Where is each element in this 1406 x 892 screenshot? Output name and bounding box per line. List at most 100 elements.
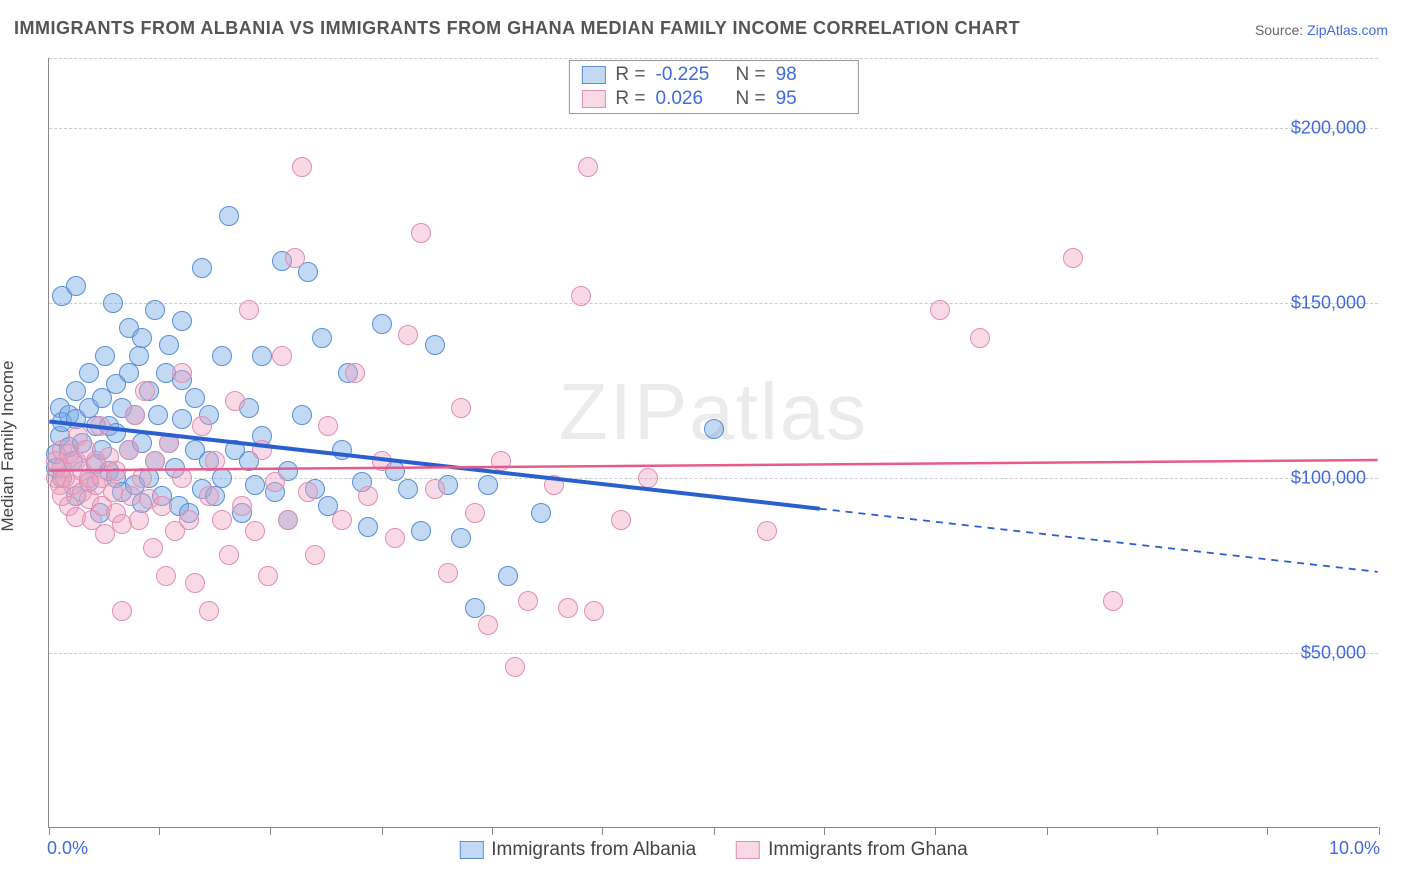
scatter-point-ghana <box>205 451 225 471</box>
scatter-point-albania <box>451 528 471 548</box>
scatter-point-ghana <box>212 510 232 530</box>
scatter-point-albania <box>292 405 312 425</box>
chart-title: IMMIGRANTS FROM ALBANIA VS IMMIGRANTS FR… <box>14 18 1020 39</box>
scatter-point-ghana <box>358 486 378 506</box>
scatter-point-albania <box>129 346 149 366</box>
stat-n-label: N = <box>736 88 766 110</box>
scatter-point-albania <box>332 440 352 460</box>
scatter-point-albania <box>245 475 265 495</box>
scatter-point-ghana <box>252 440 272 460</box>
stat-n-value: 95 <box>776 88 846 110</box>
scatter-point-ghana <box>132 468 152 488</box>
x-tick <box>492 827 493 835</box>
scatter-point-ghana <box>465 503 485 523</box>
y-tick-label: $50,000 <box>1301 643 1366 664</box>
stats-legend-row: R =0.026N =95 <box>569 87 857 111</box>
scatter-point-albania <box>66 381 86 401</box>
scatter-point-ghana <box>558 598 578 618</box>
x-tick <box>159 827 160 835</box>
stat-r-label: R = <box>615 64 645 86</box>
legend-swatch <box>459 841 483 859</box>
plot-area: $50,000$100,000$150,000$200,000 ZIPatlas… <box>48 58 1378 828</box>
scatter-point-ghana <box>411 223 431 243</box>
legend-item: Immigrants from Ghana <box>736 839 968 861</box>
scatter-point-ghana <box>611 510 631 530</box>
scatter-point-ghana <box>505 657 525 677</box>
scatter-point-ghana <box>225 391 245 411</box>
scatter-point-ghana <box>518 591 538 611</box>
gridline <box>49 128 1378 129</box>
scatter-point-ghana <box>185 573 205 593</box>
scatter-point-ghana <box>438 563 458 583</box>
scatter-point-ghana <box>638 468 658 488</box>
scatter-point-albania <box>212 468 232 488</box>
scatter-point-ghana <box>757 521 777 541</box>
scatter-point-ghana <box>172 468 192 488</box>
x-axis-start-label: 0.0% <box>47 838 88 859</box>
scatter-point-albania <box>498 566 518 586</box>
scatter-point-ghana <box>145 451 165 471</box>
scatter-point-albania <box>145 300 165 320</box>
gridline <box>49 58 1378 59</box>
scatter-point-ghana <box>451 398 471 418</box>
scatter-point-ghana <box>478 615 498 635</box>
x-axis-end-label: 10.0% <box>1329 838 1380 859</box>
scatter-point-albania <box>185 388 205 408</box>
scatter-point-ghana <box>1063 248 1083 268</box>
scatter-point-ghana <box>125 405 145 425</box>
scatter-point-ghana <box>156 566 176 586</box>
scatter-point-albania <box>95 346 115 366</box>
source-attribution: Source: ZipAtlas.com <box>1255 22 1388 38</box>
legend-swatch <box>581 66 605 84</box>
scatter-point-albania <box>531 503 551 523</box>
series-legend: Immigrants from Albania Immigrants from G… <box>459 839 967 861</box>
y-tick-label: $150,000 <box>1291 293 1366 314</box>
scatter-point-albania <box>66 276 86 296</box>
scatter-point-ghana <box>106 461 126 481</box>
x-tick <box>1267 827 1268 835</box>
scatter-point-ghana <box>179 510 199 530</box>
scatter-point-ghana <box>970 328 990 348</box>
scatter-point-albania <box>119 363 139 383</box>
stat-n-value: 98 <box>776 64 846 86</box>
scatter-point-albania <box>132 328 152 348</box>
scatter-point-ghana <box>305 545 325 565</box>
legend-item: Immigrants from Albania <box>459 839 696 861</box>
scatter-point-ghana <box>1103 591 1123 611</box>
scatter-point-ghana <box>159 433 179 453</box>
scatter-point-ghana <box>143 538 163 558</box>
source-label: Source: <box>1255 22 1303 38</box>
scatter-point-ghana <box>239 300 259 320</box>
scatter-point-ghana <box>571 286 591 306</box>
scatter-point-ghana <box>425 479 445 499</box>
scatter-point-ghana <box>258 566 278 586</box>
x-tick <box>382 827 383 835</box>
scatter-point-ghana <box>318 416 338 436</box>
scatter-point-albania <box>252 346 272 366</box>
scatter-point-ghana <box>332 510 352 530</box>
scatter-point-albania <box>478 475 498 495</box>
scatter-point-ghana <box>232 496 252 516</box>
scatter-point-ghana <box>135 381 155 401</box>
scatter-point-ghana <box>491 451 511 471</box>
scatter-point-ghana <box>265 472 285 492</box>
stat-r-value: -0.225 <box>656 64 726 86</box>
scatter-point-albania <box>425 335 445 355</box>
x-tick <box>1379 827 1380 835</box>
scatter-point-albania <box>159 335 179 355</box>
legend-label: Immigrants from Albania <box>491 839 696 861</box>
scatter-point-albania <box>219 206 239 226</box>
scatter-point-albania <box>398 479 418 499</box>
scatter-point-albania <box>172 311 192 331</box>
scatter-point-ghana <box>285 248 305 268</box>
stats-legend-box: R =-0.225N =98R =0.026N =95 <box>568 60 858 114</box>
scatter-point-albania <box>172 409 192 429</box>
scatter-point-albania <box>358 517 378 537</box>
scatter-point-ghana <box>292 157 312 177</box>
legend-swatch <box>581 90 605 108</box>
scatter-point-albania <box>411 521 431 541</box>
x-tick <box>49 827 50 835</box>
source-link[interactable]: ZipAtlas.com <box>1307 22 1388 38</box>
scatter-point-ghana <box>578 157 598 177</box>
scatter-point-ghana <box>172 363 192 383</box>
